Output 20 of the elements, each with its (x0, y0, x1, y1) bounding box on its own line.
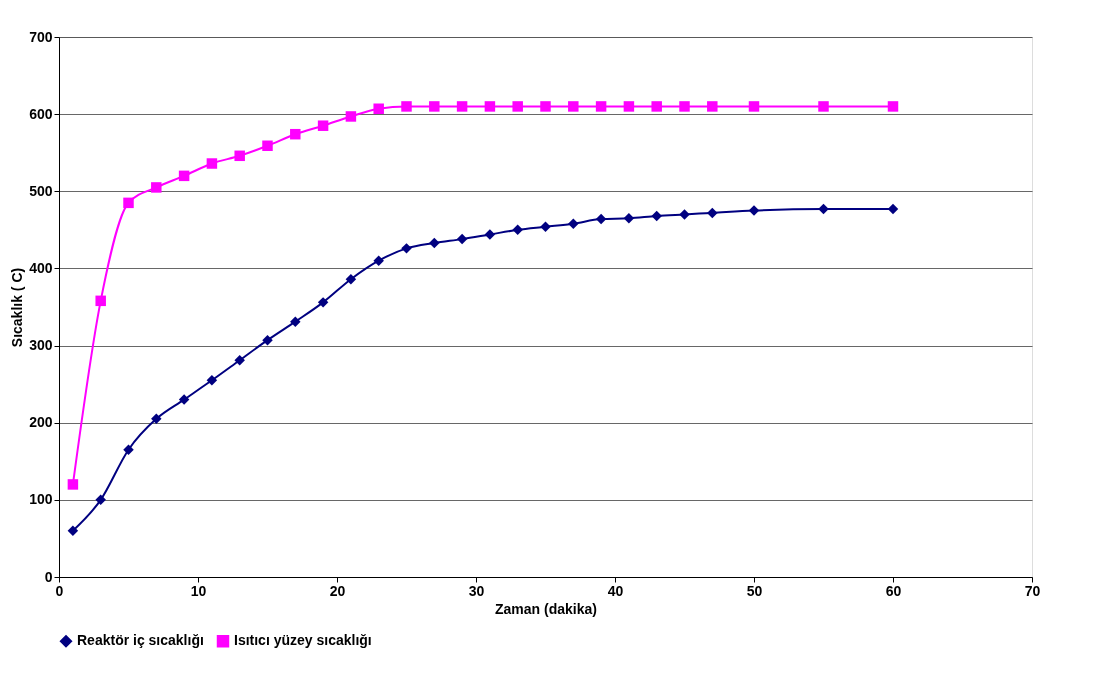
legend-label: Isıtıcı yüzey sıcaklığı (234, 632, 372, 649)
x-tick-label: 10 (190, 582, 207, 599)
y-tick-label: 600 (29, 105, 53, 122)
x-tick-label: 70 (1024, 582, 1041, 599)
legend-label: Reaktör iç sıcaklığı (77, 632, 204, 649)
y-tick-label: 300 (29, 337, 53, 354)
x-tick-label: 20 (329, 582, 346, 599)
y-axis-title: Sıcaklık ( C) (9, 267, 26, 348)
y-tick-label: 100 (29, 491, 53, 508)
x-tick-label: 40 (607, 582, 624, 599)
x-axis-title: Zaman (dakika) (495, 600, 597, 617)
x-tick-label: 50 (746, 582, 763, 599)
x-tick-label: 30 (468, 582, 485, 599)
y-tick-label: 400 (29, 259, 53, 276)
y-tick-label: 500 (29, 182, 53, 199)
y-tick-label: 0 (44, 568, 53, 585)
y-tick-label: 700 (29, 28, 53, 45)
x-tick-label: 60 (885, 582, 902, 599)
x-tick-label: 0 (55, 582, 64, 599)
y-tick-label: 200 (29, 414, 53, 431)
